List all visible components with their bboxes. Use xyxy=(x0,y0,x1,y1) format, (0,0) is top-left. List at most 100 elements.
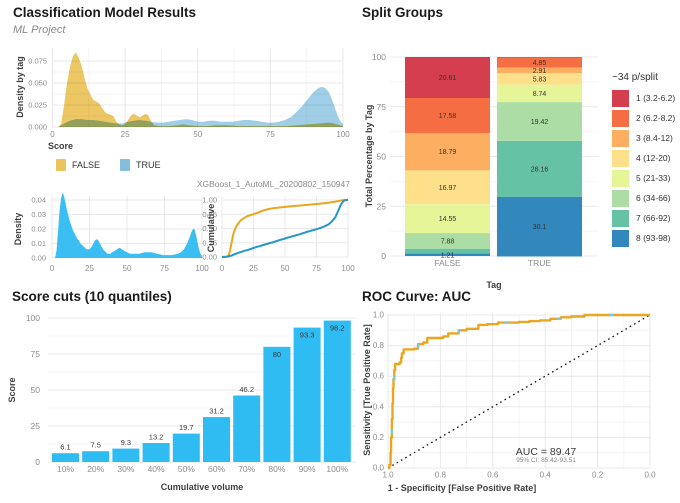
split-segment-true-bin4 xyxy=(497,73,582,85)
svg-text:25: 25 xyxy=(85,264,94,273)
svg-text:0.04: 0.04 xyxy=(31,196,46,205)
score-cut-bar-50% xyxy=(172,433,200,462)
split-segment-false-bin7 xyxy=(405,248,490,254)
svg-text:50%: 50% xyxy=(178,464,195,474)
split-segment-false-bin4 xyxy=(405,170,490,205)
svg-text:0.02: 0.02 xyxy=(31,225,46,234)
svg-text:0.000: 0.000 xyxy=(28,123,47,132)
score-cuts-panel-title: Score cuts (10 quantiles) xyxy=(12,289,172,304)
svg-text:13.2: 13.2 xyxy=(149,432,164,441)
split-legend-entry-6: 6 (34-66) xyxy=(612,188,675,208)
split-segment-false-bin6 xyxy=(405,233,490,249)
svg-text:0.8: 0.8 xyxy=(435,471,447,480)
svg-text:75: 75 xyxy=(160,264,169,273)
svg-text:0.6: 0.6 xyxy=(487,471,499,480)
svg-text:70%: 70% xyxy=(238,464,255,474)
svg-text:19.7: 19.7 xyxy=(179,423,194,432)
split-legend-swatch-4 xyxy=(612,149,629,167)
svg-text:0.00: 0.00 xyxy=(31,254,46,263)
density-by-tag-chart: 0.000 0.025 0.050 0.075 0 25 50 75 100 xyxy=(28,48,350,139)
auc-ci-label: 95% CI: 85.42-93.51 xyxy=(516,457,576,464)
svg-text:9.3: 9.3 xyxy=(121,438,131,447)
split-legend-label-2: 2 (6.2-8.2) xyxy=(636,113,676,123)
svg-text:80%: 80% xyxy=(268,464,285,474)
split-segment-false-bin8 xyxy=(405,253,490,256)
split-segment-false-bin2 xyxy=(405,98,490,133)
svg-text:50: 50 xyxy=(123,264,132,273)
specificity-axis-title: 1 - Specificity [False Positive Rate] xyxy=(387,483,537,493)
score-cut-bar-90% xyxy=(293,327,321,462)
svg-text:90%: 90% xyxy=(299,464,316,474)
score-density-area xyxy=(55,192,202,258)
svg-text:75: 75 xyxy=(266,130,275,139)
split-legend-entry-5: 5 (21-33) xyxy=(612,168,675,188)
split-segment-false-bin5 xyxy=(405,204,490,234)
split-legend-swatch-1 xyxy=(612,89,629,107)
roc-curve xyxy=(388,313,650,470)
svg-text:0.03: 0.03 xyxy=(31,210,46,219)
svg-text:100: 100 xyxy=(26,313,40,323)
sensitivity-axis-title: Sensitivity [True Positive Rate] xyxy=(362,324,372,456)
svg-text:1.0: 1.0 xyxy=(382,471,394,480)
svg-text:0.8: 0.8 xyxy=(373,341,385,350)
score-density-chart: 0.00 0.01 0.02 0.03 0.04 0 25 50 75 100 xyxy=(31,192,209,273)
svg-text:7.5: 7.5 xyxy=(90,441,100,450)
svg-text:40%: 40% xyxy=(148,464,165,474)
svg-text:0: 0 xyxy=(35,457,40,467)
svg-text:0.2: 0.2 xyxy=(373,433,385,442)
false-legend-label: FALSE xyxy=(72,160,101,170)
svg-text:0.0: 0.0 xyxy=(644,471,656,480)
split-segment-true-bin3 xyxy=(497,67,582,74)
split-legend-entry-7: 7 (66-92) xyxy=(612,208,675,228)
svg-text:14.55: 14.55 xyxy=(439,216,457,223)
cumulative-line-false xyxy=(221,199,348,258)
svg-text:1.00: 1.00 xyxy=(202,196,217,205)
svg-text:100: 100 xyxy=(372,52,386,62)
svg-text:20.61: 20.61 xyxy=(439,75,457,82)
svg-text:2.91: 2.91 xyxy=(533,68,547,75)
split-legend-label-7: 7 (66-92) xyxy=(636,213,671,223)
score-cut-bar-60% xyxy=(203,417,230,462)
svg-text:50: 50 xyxy=(281,264,290,273)
score-cut-bar-100% xyxy=(323,320,351,462)
svg-text:60%: 60% xyxy=(208,464,225,474)
split-legend-swatch-5 xyxy=(612,169,629,187)
svg-text:100: 100 xyxy=(195,264,209,273)
svg-text:0: 0 xyxy=(50,264,55,273)
split-legend-label-4: 4 (12-20) xyxy=(636,153,671,163)
svg-text:1.0: 1.0 xyxy=(373,311,385,320)
density-area-true xyxy=(58,87,344,127)
svg-text:0.75: 0.75 xyxy=(202,210,217,219)
split-legend-label-8: 8 (93-98) xyxy=(636,233,671,243)
svg-text:0.00: 0.00 xyxy=(202,253,217,262)
split-legend-entry-2: 2 (6.2-8.2) xyxy=(612,108,675,128)
svg-text:0.50: 0.50 xyxy=(202,224,217,233)
svg-text:TRUE: TRUE xyxy=(528,258,551,268)
total-percentage-axis-title: Total Percentage by Tag xyxy=(364,104,374,208)
score-cut-bar-10% xyxy=(52,453,79,462)
svg-text:20%: 20% xyxy=(87,464,104,474)
split-legend-swatch-8 xyxy=(612,229,629,247)
cumulative-chart: 0.00 0.25 0.50 0.75 1.00 0 25 50 75 100 xyxy=(202,196,355,274)
split-segment-false-bin1 xyxy=(405,57,490,98)
svg-text:50: 50 xyxy=(193,130,202,139)
roc-panel-title: ROC Curve: AUC xyxy=(362,289,472,304)
svg-text:98.2: 98.2 xyxy=(330,324,345,333)
svg-text:75: 75 xyxy=(312,264,321,273)
split-segment-true-bin5 xyxy=(497,84,582,103)
auc-value-label: AUC = 89.47 xyxy=(515,446,577,458)
split-segment-true-bin2 xyxy=(497,57,582,68)
svg-text:5.83: 5.83 xyxy=(533,77,547,84)
false-legend-swatch xyxy=(56,159,66,171)
svg-text:0.25: 0.25 xyxy=(202,238,217,247)
svg-text:25: 25 xyxy=(377,201,387,211)
tag-axis-title: Tag xyxy=(486,280,502,290)
roc-diagonal-reference-line xyxy=(387,314,651,469)
score-cut-bar-70% xyxy=(233,395,261,462)
split-legend-label-5: 5 (21-33) xyxy=(636,173,671,183)
svg-text:19.42: 19.42 xyxy=(531,119,549,126)
split-legend-entry-3: 3 (8.4-12) xyxy=(612,128,675,148)
svg-text:18.79: 18.79 xyxy=(439,149,457,156)
svg-text:0.01: 0.01 xyxy=(31,239,46,248)
